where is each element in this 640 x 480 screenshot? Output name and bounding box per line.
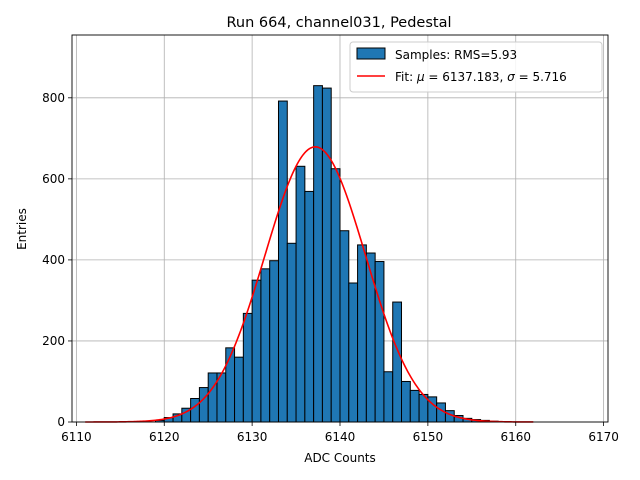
histogram-bar	[313, 85, 323, 423]
legend-box	[349, 41, 603, 93]
histogram-bar	[304, 190, 315, 423]
histogram-bar	[286, 242, 297, 423]
histogram-bar	[198, 387, 209, 423]
legend: Samples: RMS=5.93 Fit: μ = 6137.183, σ =…	[349, 41, 603, 93]
histogram-bar	[392, 301, 403, 423]
histogram-bar	[330, 168, 341, 423]
histogram-bar	[321, 87, 332, 423]
histogram-bar	[260, 268, 271, 423]
histogram-bar	[339, 230, 350, 423]
x-axis-ticks: 6110 6120 6130 6140 6150 6160 6170	[61, 422, 619, 444]
y-tick-label: 200	[42, 334, 65, 348]
x-tick-label: 6130	[237, 430, 268, 444]
x-tick-label: 6140	[325, 430, 356, 444]
legend-fit-mu-symbol: μ	[416, 70, 425, 84]
histogram-bar	[277, 100, 288, 423]
x-tick-label: 6110	[61, 430, 92, 444]
legend-histogram-swatch	[356, 47, 386, 60]
histogram-bar	[251, 279, 262, 423]
histogram-bar	[242, 312, 253, 423]
histogram-bar	[365, 252, 376, 423]
y-tick-label: 0	[57, 415, 65, 429]
x-tick-label: 6160	[500, 430, 531, 444]
x-tick-label: 6150	[413, 430, 444, 444]
histogram-bar	[295, 165, 306, 423]
histogram-bar	[207, 372, 218, 423]
legend-fit-label: Fit: μ = 6137.183, σ = 5.716	[395, 70, 567, 84]
legend-fit-sigma-symbol: σ	[507, 70, 515, 84]
legend-fit-sigma-value: = 5.716	[515, 70, 567, 84]
histogram-bars	[154, 85, 499, 423]
y-tick-label: 400	[42, 253, 65, 267]
histogram-bar	[269, 260, 279, 423]
histogram-bar	[409, 389, 420, 423]
legend-fit-prefix: Fit:	[395, 70, 417, 84]
legend-histogram-label: Samples: RMS=5.93	[395, 48, 517, 62]
histogram-bar	[190, 397, 200, 423]
fit-curve	[85, 146, 534, 423]
y-axis-label: Entries	[15, 208, 29, 250]
histogram-bar	[357, 244, 367, 423]
histogram-bar	[225, 347, 236, 423]
histogram-bar	[383, 371, 394, 423]
x-tick-label: 6120	[149, 430, 180, 444]
histogram-bar	[374, 261, 385, 423]
histogram-bar	[401, 380, 411, 423]
y-axis-ticks: 0 200 400 600 800	[42, 91, 72, 429]
chart-title: Run 664, channel031, Pedestal	[226, 15, 451, 31]
histogram-bar	[234, 356, 244, 423]
legend-fit-mu-value: = 6137.183,	[425, 70, 508, 84]
x-axis-label: ADC Counts	[304, 451, 376, 465]
x-tick-label: 6170	[588, 430, 619, 444]
histogram-bar	[348, 282, 359, 423]
y-tick-label: 800	[42, 91, 65, 105]
y-tick-label: 600	[42, 172, 65, 186]
